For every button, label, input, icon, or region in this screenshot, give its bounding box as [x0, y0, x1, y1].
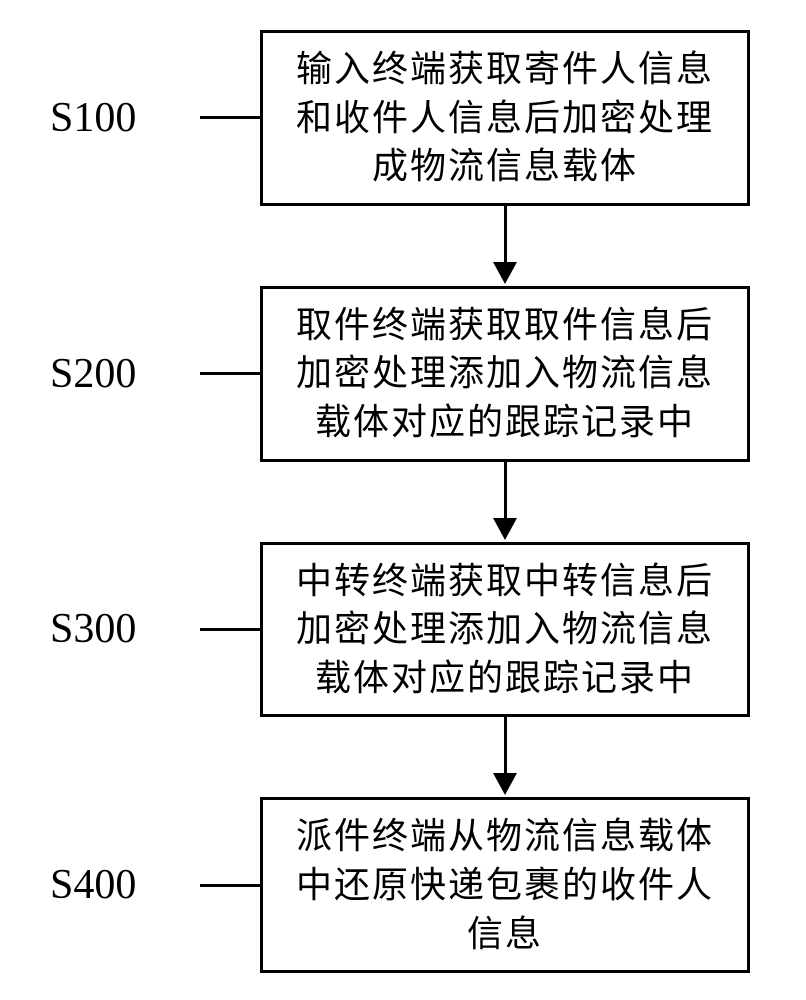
flowchart-container: S100 输入终端获取寄件人信息和收件人信息后加密处理成物流信息载体 S200 … — [50, 30, 750, 973]
step-label-s300: S300 — [50, 605, 210, 653]
arrow-s100-s200 — [260, 206, 750, 286]
step-box-s400: 派件终端从物流信息载体中还原快递包裹的收件人信息 — [260, 797, 750, 973]
connector-line — [200, 628, 260, 631]
arrow-head-icon — [493, 773, 517, 795]
step-label-s400: S400 — [50, 861, 210, 909]
arrow-line — [504, 462, 507, 524]
arrow-head-icon — [493, 518, 517, 540]
arrow-s200-s300 — [260, 462, 750, 542]
step-label-s100: S100 — [50, 94, 210, 142]
arrow-line — [504, 717, 507, 779]
arrow-s300-s400 — [260, 717, 750, 797]
step-row-s200: S200 取件终端获取取件信息后加密处理添加入物流信息载体对应的跟踪记录中 — [50, 286, 750, 462]
connector-line — [200, 372, 260, 375]
arrow-line — [504, 206, 507, 268]
connector-line — [200, 116, 260, 119]
step-box-s100: 输入终端获取寄件人信息和收件人信息后加密处理成物流信息载体 — [260, 30, 750, 206]
step-row-s100: S100 输入终端获取寄件人信息和收件人信息后加密处理成物流信息载体 — [50, 30, 750, 206]
step-row-s300: S300 中转终端获取中转信息后加密处理添加入物流信息载体对应的跟踪记录中 — [50, 542, 750, 718]
step-box-s200: 取件终端获取取件信息后加密处理添加入物流信息载体对应的跟踪记录中 — [260, 286, 750, 462]
connector-line — [200, 884, 260, 887]
step-row-s400: S400 派件终端从物流信息载体中还原快递包裹的收件人信息 — [50, 797, 750, 973]
step-label-s200: S200 — [50, 350, 210, 398]
arrow-head-icon — [493, 262, 517, 284]
step-box-s300: 中转终端获取中转信息后加密处理添加入物流信息载体对应的跟踪记录中 — [260, 542, 750, 718]
